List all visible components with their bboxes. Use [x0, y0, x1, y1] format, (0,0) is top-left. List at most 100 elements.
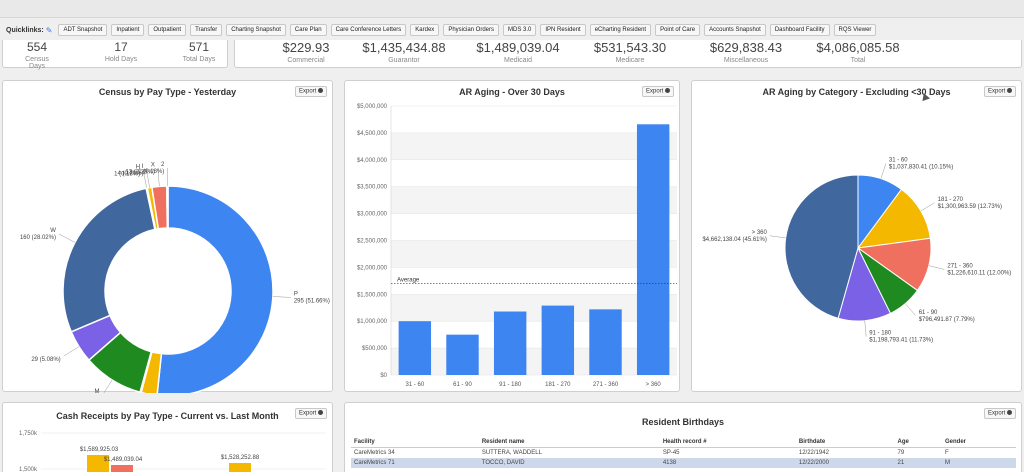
- quicklink-care-conference-letters[interactable]: Care Conference Letters: [330, 24, 407, 36]
- slice-name-label: X: [151, 162, 155, 168]
- ar-category-title: AR Aging by Category - Excluding <30 Day…: [762, 87, 951, 97]
- ar-stats-panel: $229.93 Commercial $1,435,434.88 Guarant…: [234, 40, 1022, 68]
- quicklink-accounts-snapshot[interactable]: Accounts Snapshot: [704, 24, 766, 36]
- bar-61-90: [446, 334, 479, 375]
- pie-slice-181-270: [856, 188, 931, 249]
- slice-leader-line: [905, 303, 916, 316]
- col-resident-name[interactable]: Resident name: [478, 437, 660, 448]
- slice-name-label: W: [50, 228, 56, 234]
- y-tick-label: $5,000,000: [357, 104, 388, 110]
- birthdays-export-button[interactable]: Export: [984, 408, 1017, 419]
- y-tick-label: $500,000: [362, 346, 388, 352]
- x-tick-label: 31 - 60: [405, 382, 424, 388]
- slice-leader-line: [63, 346, 80, 357]
- quicklinks-bar: Quicklinks: ✎ ADT Snapshot Inpatient Out…: [0, 22, 1024, 38]
- quicklink-point-of-care[interactable]: Point of Care: [655, 24, 701, 36]
- ar-category-pie-chart: 31 - 60$1,037,830.41 (10.15%)181 - 270$1…: [702, 157, 1011, 344]
- ar-category-export-button[interactable]: Export: [984, 86, 1017, 97]
- slice-value-label: $1,198,793.41 (11.73%): [869, 338, 933, 344]
- commercial-stat: $229.93 Commercial: [251, 40, 361, 64]
- quicklink-rqs-viewer[interactable]: RQS Viewer: [833, 24, 877, 36]
- grid-band: [391, 348, 677, 375]
- col-gender[interactable]: Gender: [942, 437, 1016, 448]
- miscellaneous-label: Miscellaneous: [723, 57, 769, 64]
- slice-value-label: $1,226,610.11 (12.00%): [947, 270, 1011, 276]
- guarantor-label: Guarantor: [388, 57, 420, 64]
- bar-data-label: $1,489,039.04: [104, 457, 143, 463]
- donut-slice-w: [62, 187, 156, 333]
- slice-leader-line: [272, 296, 291, 298]
- ar-category-panel: AR Aging by Category - Excluding <30 Day…: [691, 80, 1022, 392]
- census-chart-title: Census by Pay Type - Yesterday: [98, 87, 237, 97]
- y-tick-label: $3,500,000: [357, 185, 388, 191]
- bar-271-360: [589, 309, 622, 375]
- census-export-button[interactable]: Export: [295, 86, 328, 97]
- total-ar-label: Total: [850, 57, 866, 64]
- top-bar: [0, 0, 1024, 18]
- bar-data-label: $1,528,252.88: [221, 455, 260, 461]
- quicklink-care-plan[interactable]: Care Plan: [289, 24, 327, 36]
- slice-value-label: $1,037,830.41 (10.15%): [889, 164, 953, 170]
- cash-receipts-chart: 1,750k 1,500k $1,589,925.03 $1,489,039.04 $1…: [19, 431, 325, 472]
- y-tick-label: $1,000,000: [357, 319, 388, 325]
- slice-leader-line: [103, 379, 113, 393]
- table-row[interactable]: CareMetrics 34 SUTTERA, WADDELL SP-45 12…: [354, 450, 949, 456]
- y-tick-label: $4,000,000: [357, 158, 388, 164]
- guarantor-stat: $1,435,434.88 Guarantor: [349, 40, 459, 64]
- quicklink-echarting-resident[interactable]: eCharting Resident: [589, 24, 652, 36]
- quicklink-dashboard-facility[interactable]: Dashboard Facility: [769, 24, 830, 36]
- y-tick-label: 1,500k: [19, 467, 38, 472]
- ar-aging-title: AR Aging - Over 30 Days: [459, 87, 565, 97]
- slice-leader-line: [880, 163, 887, 179]
- birthdays-table: Facility Resident name Health record # B…: [351, 437, 1016, 468]
- slice-value-label: $4,662,138.04 (45.61%): [702, 237, 766, 243]
- export-icon: [1007, 410, 1013, 415]
- col-health-record[interactable]: Health record #: [659, 437, 796, 448]
- x-tick-label: 181 - 270: [545, 382, 571, 388]
- slice-leader-line: [142, 170, 148, 189]
- census-days-value: 554: [26, 40, 48, 54]
- col-facility[interactable]: Facility: [351, 437, 479, 448]
- quicklink-outpatient[interactable]: Outpatient: [148, 24, 187, 36]
- cash-export-button[interactable]: Export: [295, 408, 328, 419]
- slice-leader-line: [864, 320, 867, 337]
- col-birthdate[interactable]: Birthdate: [795, 437, 895, 448]
- export-icon: [318, 88, 324, 93]
- quicklink-adt-snapshot[interactable]: ADT Snapshot: [58, 24, 108, 36]
- donut-slice-p: [156, 185, 274, 393]
- export-icon: [1007, 88, 1013, 93]
- bar--360: [636, 124, 670, 376]
- slice-name-label: 2: [161, 162, 165, 168]
- slice-name-label: P: [294, 291, 298, 297]
- edit-icon[interactable]: ✎: [45, 25, 53, 35]
- slice-value-label: 160 (28.02%): [20, 235, 56, 241]
- quicklink-charting-snapshot[interactable]: Charting Snapshot: [226, 24, 286, 36]
- birthdays-header-row: Facility Resident name Health record # B…: [351, 437, 1016, 448]
- cash-receipts-panel: Cash Receipts by Pay Type - Current vs. …: [2, 402, 333, 472]
- miscellaneous-stat: $629,838.43 Miscellaneous: [691, 40, 801, 64]
- census-chart-panel: Census by Pay Type - Yesterday Export P 2…: [2, 80, 333, 464]
- ar-aging-export-button[interactable]: Export: [642, 86, 675, 97]
- y-tick-label: $2,500,000: [357, 239, 388, 245]
- slice-leader-line: [920, 202, 935, 212]
- quicklink-kardex[interactable]: Kardex: [410, 24, 440, 36]
- slice-name-label: 91 - 180: [869, 331, 892, 337]
- bar-current-2: [229, 463, 251, 472]
- ar-aging-bar-chart: $0 $500,000 $1,000,000 $1,500,000 $2,000,000…: [357, 104, 677, 388]
- commercial-value: $229.93: [282, 40, 330, 55]
- slice-leader-line: [157, 168, 160, 187]
- commercial-label: Commercial: [287, 57, 325, 64]
- y-tick-label: 1,750k: [19, 431, 38, 437]
- quicklink-transfer[interactable]: Transfer: [190, 24, 223, 36]
- y-tick-label: $1,500,000: [357, 292, 388, 298]
- medicaid-value: $1,489,039.04: [476, 40, 560, 55]
- x-tick-label: 91 - 180: [499, 382, 522, 388]
- table-row[interactable]: CareMetrics 71 TOCCO, DAVID 4138 12/22/2…: [351, 458, 1016, 468]
- medicaid-label: Medicaid: [503, 57, 532, 64]
- quicklink-physician-orders[interactable]: Physician Orders: [443, 24, 499, 36]
- x-tick-label: > 360: [646, 382, 662, 388]
- quicklink-inpatient[interactable]: Inpatient: [111, 24, 145, 36]
- quicklink-ipn-resident[interactable]: IPN Resident: [540, 24, 586, 36]
- quicklink-mds[interactable]: MDS 3.0: [503, 24, 537, 36]
- col-age[interactable]: Age: [894, 437, 942, 448]
